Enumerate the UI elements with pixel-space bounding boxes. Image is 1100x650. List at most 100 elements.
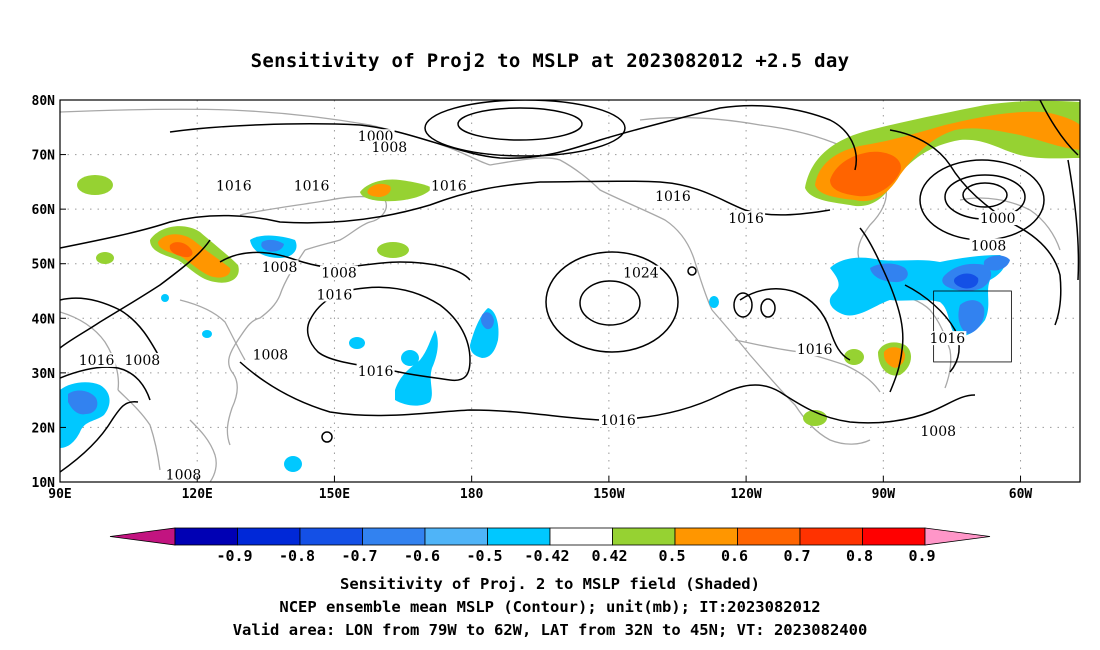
contour-label: 1008 <box>920 424 956 440</box>
contour-label: 1008 <box>971 238 1007 254</box>
contour-label-bg <box>978 211 1017 226</box>
negative-area-small-1 <box>202 330 212 338</box>
latitude-axis: 80N 70N 60N 50N 40N 30N 20N 10N <box>32 94 66 491</box>
contour-label: 1016 <box>294 178 330 194</box>
negative-area-pacific-1 <box>395 330 438 406</box>
contour-label-bg <box>77 352 116 367</box>
positive-area-small-3 <box>96 252 114 264</box>
contour-label: 1016 <box>655 189 691 205</box>
colorbar-tick-label: 0.5 <box>658 547 685 565</box>
mslp-contours <box>60 100 1080 473</box>
contour-label-bg <box>356 363 395 378</box>
colorbar-tick-label: -0.9 <box>216 547 252 565</box>
contour-ring-1 <box>733 292 753 318</box>
contour-label-bg <box>370 140 409 155</box>
colorbar-box <box>487 527 551 546</box>
contour-1016-north <box>169 104 857 171</box>
contour-ring-4 <box>687 266 697 276</box>
contour-ring-3 <box>321 431 333 443</box>
contour-label-bg <box>214 178 253 193</box>
negative-area-small-2 <box>709 296 719 308</box>
contour-label: 1008 <box>321 266 357 282</box>
lat-tick-label: 20N <box>32 421 56 436</box>
contour-label: 1016 <box>930 331 966 347</box>
contour-low-1000-bering <box>457 107 583 141</box>
contour-label-bg <box>653 189 692 204</box>
contour-label: 1008 <box>166 468 202 484</box>
colorbar-box <box>549 527 613 546</box>
contour-label-bg <box>429 178 468 193</box>
colorbar-box <box>299 527 363 546</box>
colorbar-tick-label: -0.8 <box>279 547 315 565</box>
contour-label-bg <box>123 352 162 367</box>
contour-label-bg <box>919 423 958 438</box>
contour-label-bg <box>251 347 290 362</box>
contour-label: 1008 <box>253 347 289 363</box>
contour-1016-far-east <box>1039 100 1079 156</box>
negative-area-kamchatka-core <box>261 239 284 252</box>
negative-area-pacific-4 <box>349 337 365 349</box>
contour-label: 1016 <box>431 178 467 194</box>
lat-tick-label: 50N <box>32 258 56 273</box>
contour-1016-east-us-2 <box>904 284 960 373</box>
contour-label: 1016 <box>797 342 833 358</box>
contour-label-bg <box>260 260 299 275</box>
colorbar-tick-label: 0.8 <box>846 547 873 565</box>
lon-tick-label: 120W <box>730 487 761 502</box>
colorbar-box <box>862 527 926 546</box>
colorbar-high-arrow <box>924 527 991 546</box>
lon-tick-label: 90E <box>48 487 71 502</box>
contour-1016-midlat <box>60 180 831 249</box>
contour-label-bg <box>292 178 331 193</box>
contour-label: 1016 <box>216 178 252 194</box>
colorbar-tick-label: -0.7 <box>341 547 377 565</box>
negative-area-pacific-3 <box>401 350 419 366</box>
colorbar-labels: -0.9 -0.8 -0.7 -0.6 -0.5 -0.42 0.42 0.5 0.6 0.7 0.… <box>216 547 935 565</box>
negative-area-ne <box>983 255 1010 271</box>
contour-label-bg <box>164 467 203 482</box>
positive-area-nw-pacific-strong <box>169 242 193 258</box>
contour-high-inner <box>579 280 641 326</box>
lat-tick-label: 30N <box>32 367 56 382</box>
colorbar-tick-label: 0.42 <box>591 547 627 565</box>
colorbar-tick-label: 0.9 <box>908 547 935 565</box>
negative-area-strong <box>953 273 979 289</box>
lat-tick-label: 10N <box>32 476 56 491</box>
lon-tick-label: 60W <box>1009 487 1033 502</box>
contour-low-1000-atlantic <box>962 182 1008 208</box>
colorbar-box <box>612 527 676 546</box>
contour-label: 1016 <box>728 211 764 227</box>
lat-tick-label: 60N <box>32 203 56 218</box>
colorbar-tick-label: -0.42 <box>524 547 569 565</box>
lon-tick-label: 90W <box>872 487 896 502</box>
contour-label-bg <box>795 342 834 357</box>
lon-tick-label: 180 <box>460 487 484 502</box>
contour-label-bg <box>320 265 359 280</box>
contour-label-bg <box>621 265 660 280</box>
colorbar-box <box>362 527 426 546</box>
colorbar-low-arrow <box>109 527 176 546</box>
positive-area-caribbean <box>844 349 864 365</box>
negative-area-coast <box>958 300 985 334</box>
caption-line-2: NCEP ensemble mean MSLP (Contour); unit(… <box>279 598 820 616</box>
contour-1008-south-asia <box>60 400 139 473</box>
caption-line-3: Valid area: LON from 79W to 62W, LAT fro… <box>233 621 868 639</box>
caption-line-1: Sensitivity of Proj. 2 to MSLP field (Sh… <box>340 575 760 593</box>
contour-label: 1008 <box>262 260 298 276</box>
colorbar-box <box>424 527 488 546</box>
lat-tick-label: 70N <box>32 149 56 164</box>
positive-area-small-2 <box>377 242 409 258</box>
positive-area-small-1 <box>77 175 113 195</box>
colorbar-tick-label: -0.5 <box>466 547 502 565</box>
contour-label: 1016 <box>600 413 636 429</box>
contour-1008-east-edge <box>1067 159 1080 281</box>
negative-area-pacific-2-core <box>481 312 494 330</box>
contour-label: 1008 <box>372 140 408 156</box>
contour-high-1024 <box>545 251 679 353</box>
contour-label-bg <box>727 211 766 226</box>
longitude-axis: 90E 120E 150E 180 150W 120W 90W 60W <box>48 476 1032 502</box>
negative-area-us-east-mid <box>870 263 908 283</box>
colorbar <box>109 527 991 546</box>
contour-label: 1008 <box>125 353 161 369</box>
